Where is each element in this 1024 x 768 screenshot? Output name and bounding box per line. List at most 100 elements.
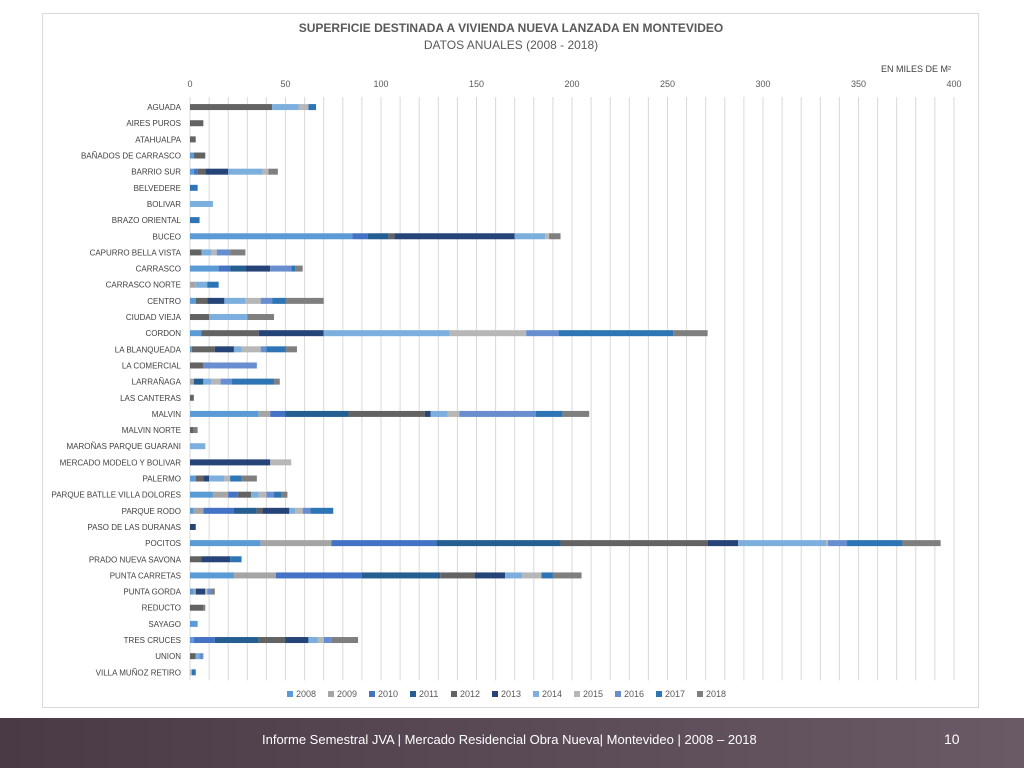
bar-segment	[541, 572, 553, 579]
bar-segment	[190, 136, 196, 143]
bar-segment	[275, 572, 362, 579]
bar-segment	[310, 507, 334, 514]
bar-segment	[199, 653, 204, 660]
bar-segment	[352, 233, 368, 240]
bar-segment	[211, 378, 221, 385]
bar-segment	[209, 475, 225, 482]
bar-segment	[251, 491, 259, 498]
bar-segment	[211, 249, 217, 256]
bar-segment	[237, 491, 252, 498]
bar-segment	[203, 475, 210, 482]
x-tick-label: 100	[373, 79, 388, 89]
bar-segment	[826, 540, 828, 547]
bar-segment	[449, 330, 527, 337]
bar-segment	[214, 637, 259, 644]
bar-segment	[190, 669, 192, 676]
bar-segment	[190, 184, 198, 191]
bar-segment	[207, 281, 219, 288]
bar-segment	[230, 249, 246, 256]
bar-segment	[190, 637, 194, 644]
bar-segment	[262, 507, 290, 514]
bar-segment	[285, 637, 309, 644]
bar-segment	[190, 346, 192, 353]
legend-label: 2013	[501, 689, 521, 699]
bar-segment	[308, 637, 318, 644]
bar-segment	[258, 410, 271, 417]
bar-segment	[216, 249, 231, 256]
page-number: 10	[944, 731, 960, 747]
bar-segment	[230, 475, 242, 482]
bar-segment	[207, 297, 225, 304]
bar-segment	[673, 330, 708, 337]
bar-segment	[190, 200, 213, 207]
bar-segment	[190, 620, 198, 627]
bar-segment	[190, 491, 213, 498]
bar-segment	[195, 281, 208, 288]
bar-segment	[203, 507, 234, 514]
category-label: CAPURRO BELLA VISTA	[90, 248, 182, 257]
bar-segment	[285, 346, 297, 353]
legend-swatch	[328, 691, 334, 697]
bar-segment	[394, 233, 515, 240]
category-label: AGUADA	[147, 103, 181, 112]
category-label: CARRASCO NORTE	[106, 281, 181, 290]
bar-segment	[430, 410, 448, 417]
bar-segment	[285, 297, 324, 304]
category-label: SAYAGO	[148, 620, 181, 629]
bar-segment	[558, 330, 674, 337]
bar-segment	[190, 378, 194, 385]
bar-segment	[847, 540, 903, 547]
legend-label: 2012	[460, 689, 480, 699]
bar-segment	[195, 297, 208, 304]
category-label: VILLA MUÑOZ RETIRO	[96, 668, 181, 677]
category-label: PASO DE LAS DURANAS	[87, 523, 181, 532]
legend-label: 2016	[624, 689, 644, 699]
category-label: LARRAÑAGA	[132, 378, 182, 387]
x-tick-label: 50	[280, 79, 290, 89]
bar-segment	[285, 410, 349, 417]
x-tick-label: 400	[946, 79, 961, 89]
category-label: CARRASCO	[136, 265, 181, 274]
bar-segment	[367, 233, 389, 240]
category-label: BUCEO	[153, 232, 181, 241]
bar-segment	[260, 346, 267, 353]
category-label: CIUDAD VIEJA	[126, 313, 182, 322]
x-tick-label: 250	[660, 79, 675, 89]
legend-swatch	[574, 691, 580, 697]
bar-segment	[193, 168, 198, 175]
bar-segment	[190, 410, 259, 417]
legend-swatch	[656, 691, 662, 697]
bar-segment	[190, 459, 271, 466]
bar-segment	[707, 540, 739, 547]
bar-segment	[191, 669, 196, 676]
x-tick-label: 0	[187, 79, 192, 89]
bar-segment	[205, 168, 229, 175]
bar-segment	[331, 540, 437, 547]
bar-segment	[230, 265, 246, 272]
bar-segment	[545, 233, 550, 240]
bar-segment	[209, 314, 248, 321]
bar-segment	[447, 410, 460, 417]
bar-segment	[281, 491, 288, 498]
bar-segment	[190, 265, 219, 272]
bar-segment	[522, 572, 542, 579]
bar-segment	[190, 330, 202, 337]
category-label: BARRIO SUR	[131, 168, 181, 177]
bar-segment	[190, 281, 196, 288]
bar-segment	[272, 297, 286, 304]
bar-segment	[190, 523, 196, 530]
bar-segment	[214, 346, 234, 353]
legend-swatch	[287, 691, 293, 697]
legend-swatch	[369, 691, 375, 697]
bar-segment	[361, 572, 441, 579]
legend-label: 2009	[337, 689, 357, 699]
bar-segment	[191, 346, 215, 353]
bar-segment	[190, 168, 194, 175]
bar-segment	[562, 410, 590, 417]
bar-segment	[308, 104, 317, 111]
category-label: PRADO NUEVA SAVONA	[89, 555, 182, 564]
bar-segment	[552, 572, 582, 579]
legend-swatch	[697, 691, 703, 697]
bar-segment	[190, 394, 194, 401]
bar-segment	[195, 588, 206, 595]
